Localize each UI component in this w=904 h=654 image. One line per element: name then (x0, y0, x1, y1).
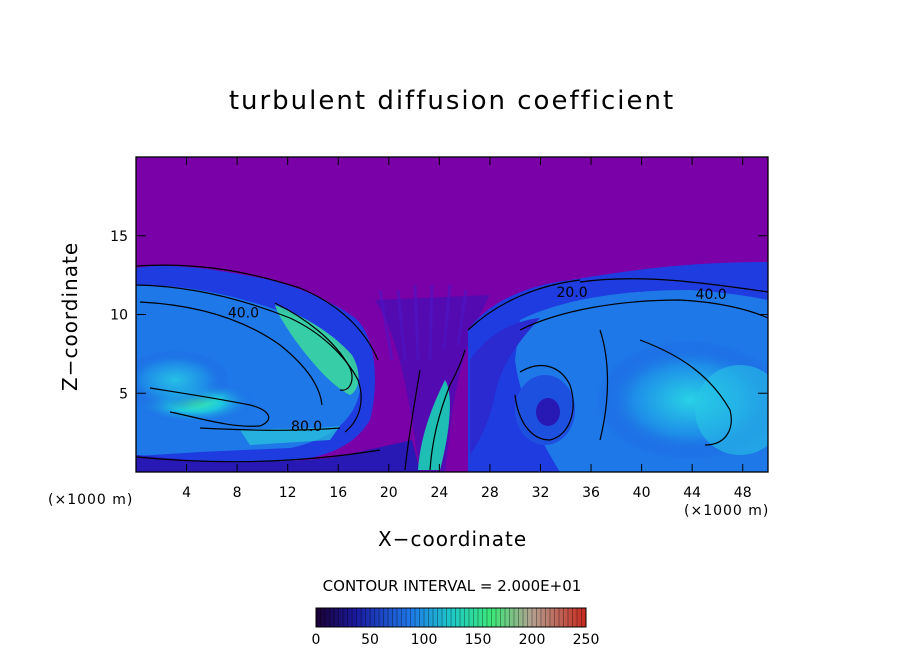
contour-interval-text: CONTOUR INTERVAL = 2.000E+01 (322, 577, 582, 595)
y-tick-label: 15 (110, 229, 128, 245)
x-tick-label: 12 (279, 485, 297, 501)
x-unit-label-left: (×1000 m) (48, 492, 134, 508)
x-tick-label: 8 (233, 485, 242, 501)
x-tick-label: 4 (182, 485, 191, 501)
x-tick-label: 48 (734, 485, 752, 501)
y-tick-label: 5 (119, 386, 128, 402)
contour-label: 20.0 (556, 285, 587, 301)
x-tick-label: 44 (683, 485, 701, 501)
contour-label: 40.0 (228, 306, 259, 322)
colorbar-tick-label: 50 (361, 632, 379, 648)
x-tick-label: 24 (430, 485, 448, 501)
y-tick-label: 10 (110, 308, 128, 324)
x-tick-label: 40 (633, 485, 651, 501)
x-tick-label: 16 (329, 485, 347, 501)
colorbar-tick-label: 250 (573, 632, 600, 648)
x-tick-label: 28 (481, 485, 499, 501)
contour-label: 80.0 (291, 419, 322, 435)
contour-label: 40.0 (696, 287, 727, 303)
colorbar-tick-label: 100 (411, 632, 438, 648)
x-unit-label-right: (×1000 m) (684, 503, 770, 519)
colorbar-tick-label: 150 (465, 632, 492, 648)
x-tick-label: 20 (380, 485, 398, 501)
heatmap-field: 40.0 80.0 40.0 20.0 (136, 157, 768, 472)
x-axis-label: X−coordinate (378, 527, 528, 551)
x-tick-label: 36 (582, 485, 600, 501)
x-axis: 4 8 12 16 20 24 28 32 36 40 44 48 (182, 157, 752, 501)
colorbar-stripes (315, 608, 587, 627)
y-axis: 5 10 15 (110, 229, 768, 402)
colorbar-tick-label: 200 (519, 632, 546, 648)
colorbar-tick-label: 0 (312, 632, 321, 648)
colorbar: 0 50 100 150 200 250 (312, 607, 600, 648)
chart-title: turbulent diffusion coefficient (228, 86, 676, 116)
colorbar-ticks: 0 50 100 150 200 250 (312, 632, 600, 648)
x-tick-label: 32 (532, 485, 550, 501)
